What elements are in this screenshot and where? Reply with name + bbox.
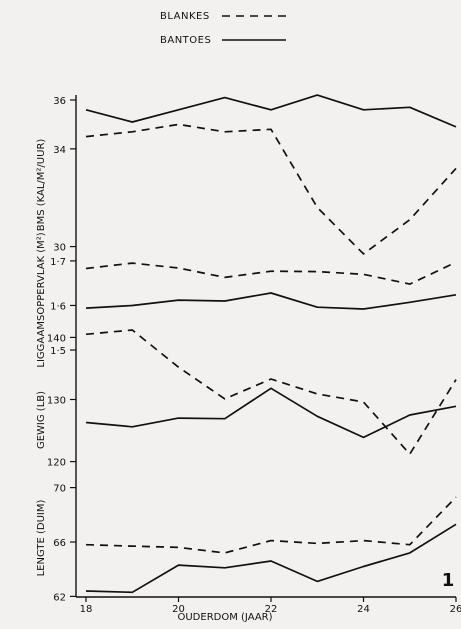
legend: BLANKES BANTOES — [160, 11, 286, 46]
legend-label-bantoes: BANTOES — [160, 35, 211, 46]
series-line-blankes-panel-4 — [85, 496, 457, 554]
y-tick-label: 1·5 — [50, 346, 66, 357]
y-axis-title-lengte: LENGTE (DUIM) — [36, 500, 47, 577]
series-line-bantoes-panel-2 — [85, 292, 457, 310]
y-tick-label: 70 — [53, 484, 66, 495]
y-tick-label: 140 — [47, 333, 66, 344]
x-tick-label: 24 — [357, 604, 370, 615]
series-line-bantoes-panel-1 — [85, 94, 457, 128]
figure-number: 1 — [442, 570, 455, 591]
x-tick-label: 20 — [172, 604, 185, 615]
y-tick-label: 30 — [53, 243, 66, 254]
legend-label-blankes: BLANKES — [160, 11, 210, 22]
y-axis-title-gewig: GEWIG (LB) — [36, 391, 47, 449]
x-tick-label: 22 — [265, 604, 278, 615]
x-axis-title: OUDERDOM (JAAR) — [177, 612, 272, 623]
y-tick-label: 66 — [53, 538, 66, 549]
y-tick-label: 1·6 — [50, 301, 66, 312]
series-line-bantoes-panel-3 — [85, 387, 457, 439]
x-tick-label: 18 — [80, 604, 93, 615]
x-tick-label: 26 — [450, 604, 461, 615]
y-tick-label: 36 — [53, 96, 66, 107]
chart-marks: 30 34 36 1·5 1·6 1·7 120 130 140 62 66 70 18 20 22 24 26 — [47, 94, 461, 615]
y-tick-label: 62 — [53, 592, 66, 603]
y-axis-title-liggaamsoppervlak: LIGGAAMSOPPERVLAK (M²) — [36, 232, 47, 367]
series-line-blankes-panel-2 — [85, 261, 457, 285]
series-line-bantoes-panel-4 — [85, 523, 457, 594]
y-tick-label: 120 — [47, 458, 66, 469]
y-axis-title-bms: BMS (KAL/M²/UUR) — [36, 139, 47, 232]
y-tick-label: 130 — [47, 396, 66, 407]
y-tick-label: 1·7 — [50, 257, 66, 268]
y-tick-label: 34 — [53, 145, 66, 156]
series-line-blankes-panel-1 — [85, 123, 457, 255]
series-line-blankes-panel-3 — [85, 329, 457, 455]
